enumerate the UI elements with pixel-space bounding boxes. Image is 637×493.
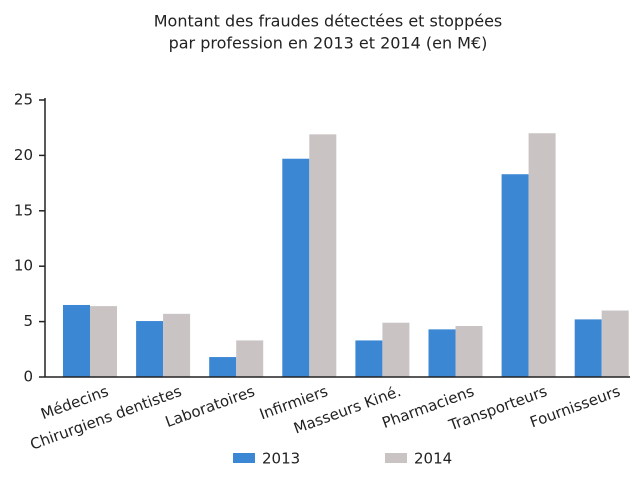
bar — [601, 310, 629, 377]
y-tick-label: 5 — [23, 312, 33, 330]
bar — [501, 174, 529, 377]
bar — [90, 306, 117, 377]
bar — [455, 326, 483, 377]
legend-label: 2014 — [414, 450, 452, 468]
bar — [136, 321, 164, 377]
bar — [236, 340, 264, 377]
bar — [63, 304, 90, 377]
y-tick-label: 20 — [14, 146, 33, 164]
bar — [574, 319, 602, 377]
bar — [209, 357, 237, 377]
legend-swatch — [385, 453, 407, 463]
bar — [382, 322, 410, 377]
bar — [282, 158, 310, 377]
y-tick-label: 10 — [14, 257, 33, 275]
y-tick-label: 25 — [14, 91, 33, 109]
bar — [163, 313, 191, 377]
bar — [428, 329, 456, 377]
chart-title: par profession en 2013 et 2014 (en M€) — [169, 34, 488, 53]
y-tick-label: 15 — [14, 201, 33, 219]
y-tick-label: 0 — [23, 368, 33, 386]
chart-title: Montant des fraudes détectées et stoppée… — [154, 12, 503, 31]
bar — [528, 133, 556, 377]
legend-label: 2013 — [262, 450, 300, 468]
legend-swatch — [233, 453, 255, 463]
bar — [355, 340, 383, 377]
bar — [309, 134, 337, 377]
